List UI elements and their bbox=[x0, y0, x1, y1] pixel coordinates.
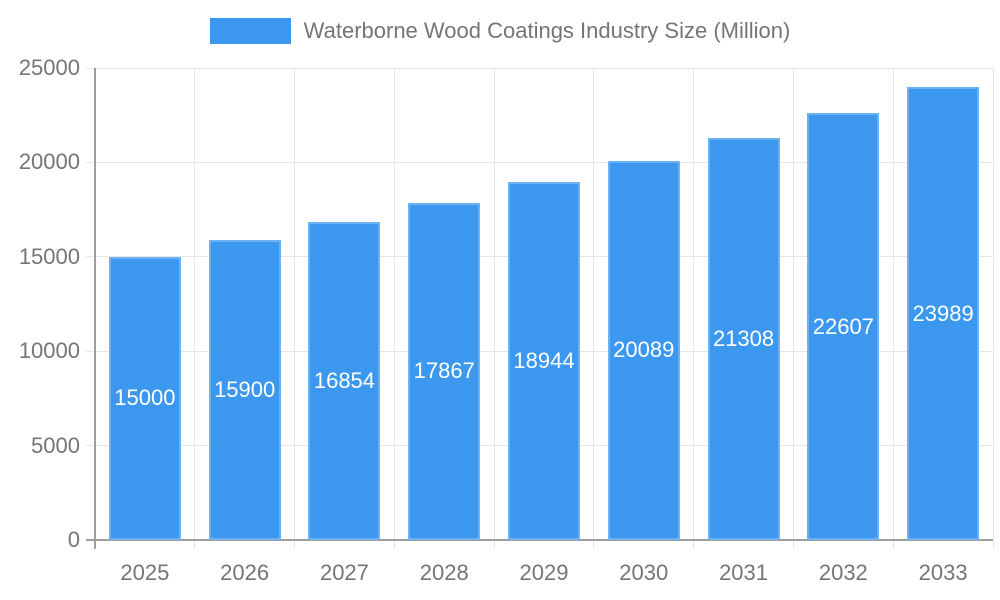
x-tick-label: 2028 bbox=[419, 560, 469, 585]
legend-label[interactable]: Waterborne Wood Coatings Industry Size (… bbox=[303, 18, 791, 43]
y-axis-line bbox=[94, 68, 96, 549]
bar[interactable] bbox=[208, 239, 281, 540]
x-tick-label: 2033 bbox=[918, 560, 968, 585]
y-tick-label: 10000 bbox=[18, 338, 80, 364]
x-axis-tick bbox=[393, 541, 395, 549]
bar-value-label: 21308 bbox=[712, 325, 775, 351]
x-grid-line bbox=[194, 68, 196, 540]
bar-value-label: 17867 bbox=[413, 358, 475, 384]
x-axis-tick bbox=[693, 541, 695, 549]
x-axis-tick bbox=[294, 541, 296, 549]
x-grid-line bbox=[693, 68, 695, 540]
bar[interactable] bbox=[508, 182, 580, 540]
bar[interactable] bbox=[308, 221, 381, 540]
x-axis-line bbox=[86, 539, 993, 541]
x-tick-label: 2030 bbox=[619, 560, 669, 585]
y-grid-line bbox=[95, 161, 993, 163]
x-axis-tick bbox=[992, 541, 994, 549]
x-tick-label: 2032 bbox=[818, 560, 868, 585]
bar-value-label: 20089 bbox=[613, 337, 675, 363]
x-axis-tick bbox=[493, 541, 495, 549]
x-axis-tick bbox=[792, 541, 794, 549]
bar-value-label: 22607 bbox=[812, 313, 874, 339]
y-tick-label: 5000 bbox=[31, 432, 80, 458]
x-axis-tick bbox=[892, 541, 894, 549]
x-tick-label: 2027 bbox=[319, 560, 369, 585]
x-grid-line bbox=[892, 68, 894, 540]
bar[interactable] bbox=[707, 137, 780, 540]
y-tick-label: 15000 bbox=[18, 243, 80, 269]
x-axis-tick bbox=[593, 541, 595, 549]
bar[interactable] bbox=[607, 160, 680, 540]
x-tick-label: 2025 bbox=[120, 560, 170, 585]
x-grid-line bbox=[393, 68, 395, 540]
x-axis-tick bbox=[194, 541, 196, 549]
y-tick-label: 20000 bbox=[18, 149, 80, 175]
y-tick-label: 25000 bbox=[18, 55, 80, 80]
legend-swatch[interactable] bbox=[209, 18, 291, 44]
bar[interactable] bbox=[807, 113, 880, 540]
x-grid-line bbox=[792, 68, 794, 540]
bar-value-label: 16854 bbox=[313, 367, 376, 393]
x-grid-line bbox=[493, 68, 495, 540]
y-axis-tick bbox=[86, 161, 95, 163]
y-axis-tick bbox=[86, 445, 95, 447]
x-tick-label: 2031 bbox=[719, 560, 769, 585]
y-axis-tick bbox=[86, 256, 95, 258]
chart-legend[interactable]: Waterborne Wood Coatings Industry Size (… bbox=[0, 16, 1000, 46]
x-grid-line bbox=[992, 68, 994, 540]
y-grid-line bbox=[95, 67, 993, 69]
bar-value-label: 23989 bbox=[912, 300, 974, 326]
x-grid-line bbox=[294, 68, 296, 540]
bar-value-label: 15000 bbox=[114, 385, 176, 411]
bar-value-label: 15900 bbox=[214, 376, 276, 402]
x-tick-label: 2026 bbox=[220, 560, 270, 585]
y-axis-tick bbox=[86, 67, 95, 69]
bar[interactable] bbox=[907, 87, 980, 540]
bar-value-label: 18944 bbox=[513, 348, 575, 374]
bar[interactable] bbox=[408, 202, 481, 540]
x-grid-line bbox=[593, 68, 595, 540]
x-tick-label: 2029 bbox=[519, 560, 569, 585]
y-axis-tick bbox=[86, 350, 95, 352]
y-tick-label: 0 bbox=[67, 527, 80, 552]
bar[interactable] bbox=[108, 256, 181, 540]
